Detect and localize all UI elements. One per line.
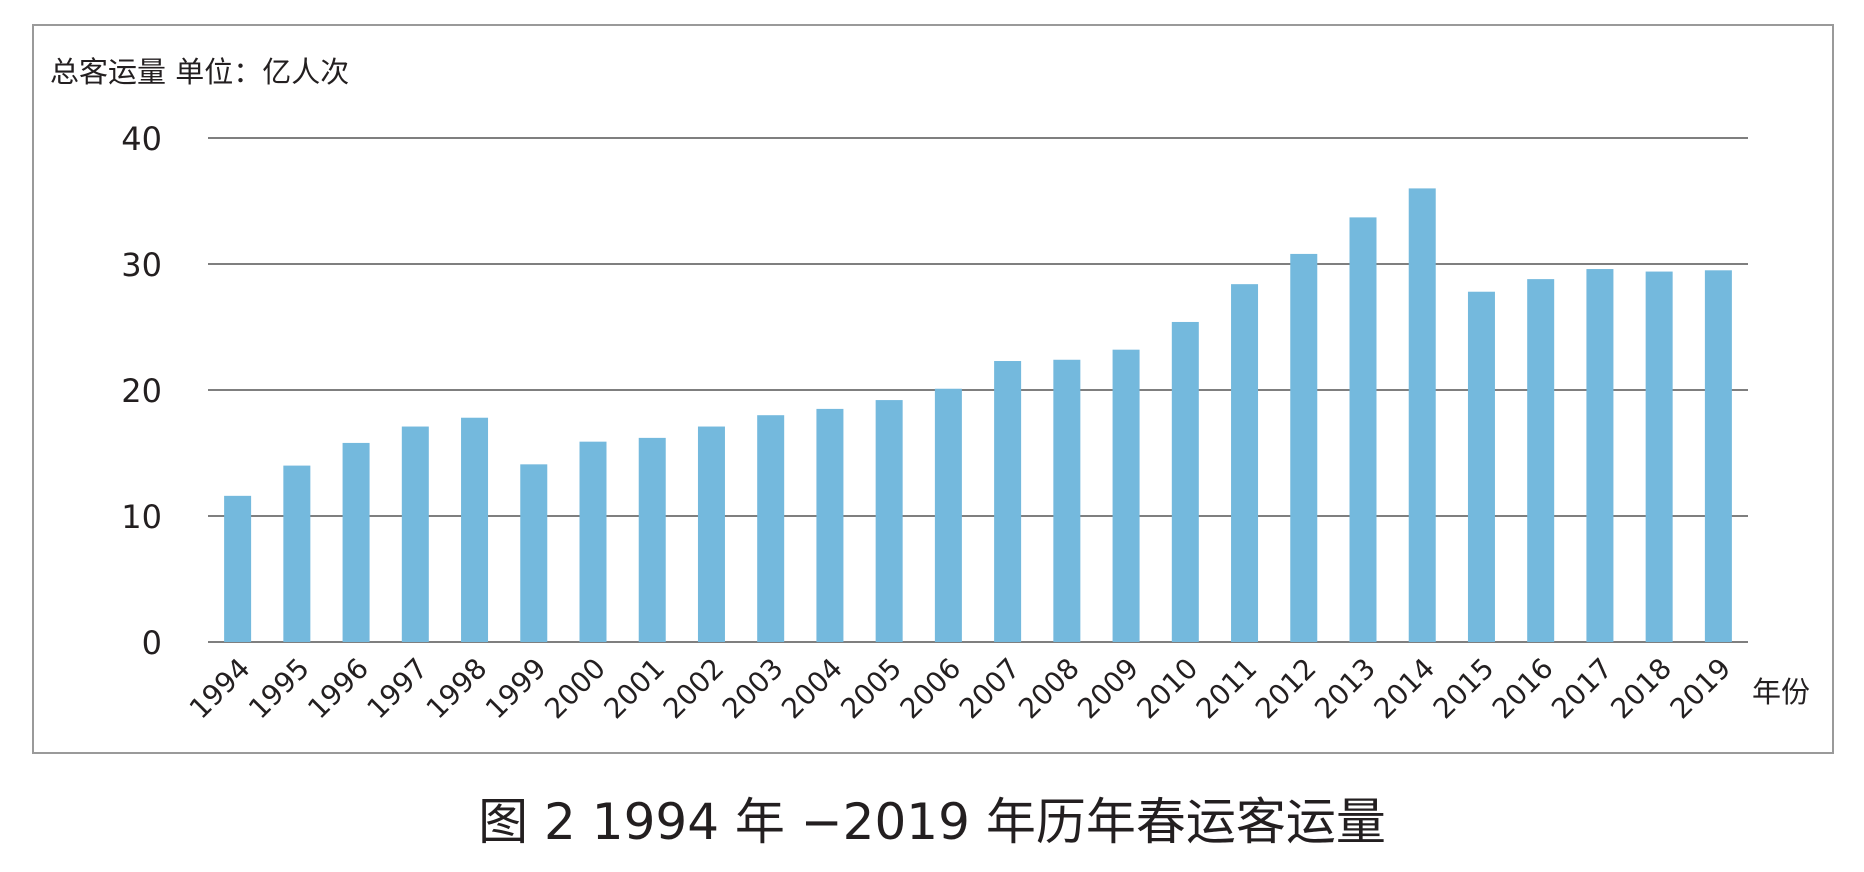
bar-2014 — [1408, 188, 1436, 642]
x-tick-label: 2019 — [1664, 652, 1738, 726]
bar-1998 — [461, 417, 489, 642]
figure-caption: 图 2 1994 年 −2019 年历年春运客运量 — [478, 793, 1386, 851]
chart-frame — [32, 24, 1834, 754]
x-tick-label: 2005 — [834, 652, 908, 726]
x-tick-label: 2014 — [1367, 652, 1441, 726]
gridlines — [208, 137, 1748, 643]
bar-2015 — [1467, 291, 1495, 642]
x-tick-label: 2015 — [1427, 652, 1501, 726]
y-tick-label: 0 — [142, 624, 162, 662]
y-tick-label: 20 — [121, 372, 162, 410]
bar-2012 — [1290, 253, 1318, 643]
x-tick-label: 2009 — [1071, 652, 1145, 726]
bar-2009 — [1112, 349, 1140, 642]
x-tick-labels: 1994199519961997199819992000200120022003… — [183, 652, 1737, 726]
bar-2003 — [757, 415, 785, 642]
x-axis-label: 年份 — [1752, 675, 1810, 709]
x-tick-label: 1995 — [242, 652, 316, 726]
bar-2007 — [994, 361, 1022, 642]
bar-2005 — [875, 400, 903, 642]
x-tick-label: 2006 — [894, 652, 968, 726]
bars — [224, 188, 1732, 643]
bar-2001 — [638, 437, 666, 642]
x-tick-label: 2017 — [1545, 652, 1619, 726]
bar-2006 — [934, 388, 962, 642]
bar-2018 — [1645, 271, 1673, 642]
x-tick-label: 2004 — [775, 652, 849, 726]
x-tick-label: 2002 — [657, 652, 731, 726]
bar-2004 — [816, 408, 844, 642]
bar-1994 — [224, 495, 252, 642]
y-tick-label: 40 — [121, 120, 162, 158]
bar-1995 — [283, 465, 311, 642]
x-tick-label: 1997 — [361, 652, 435, 726]
bar-1996 — [342, 442, 370, 642]
x-tick-label: 2000 — [538, 652, 612, 726]
bar-2000 — [579, 441, 607, 642]
x-tick-label: 2018 — [1604, 652, 1678, 726]
x-tick-label: 2010 — [1131, 652, 1205, 726]
bar-2010 — [1171, 321, 1199, 642]
y-tick-label: 30 — [121, 246, 162, 284]
x-tick-label: 1999 — [479, 652, 553, 726]
bar-1997 — [401, 426, 429, 642]
x-tick-label: 1998 — [420, 652, 494, 726]
x-tick-label: 1994 — [183, 652, 257, 726]
x-tick-label: 1996 — [301, 652, 375, 726]
y-tick-label: 10 — [121, 498, 162, 536]
x-tick-label: 2016 — [1486, 652, 1560, 726]
x-tick-label: 2012 — [1249, 652, 1323, 726]
bar-2002 — [697, 426, 725, 642]
x-tick-label: 2003 — [716, 652, 790, 726]
x-tick-label: 2001 — [597, 652, 671, 726]
bar-1999 — [520, 464, 548, 642]
bar-2008 — [1053, 359, 1081, 642]
x-tick-label: 2013 — [1308, 652, 1382, 726]
y-axis-label: 总客运量 单位：亿人次 — [50, 55, 349, 89]
bar-2017 — [1586, 269, 1614, 642]
bar-2011 — [1231, 284, 1259, 642]
bar-2019 — [1704, 270, 1732, 642]
x-tick-label: 2011 — [1190, 652, 1264, 726]
bar-2016 — [1527, 279, 1555, 642]
x-tick-label: 2008 — [1012, 652, 1086, 726]
y-tick-labels: 0 10 20 30 40 — [121, 120, 162, 662]
x-tick-label: 2007 — [953, 652, 1027, 726]
bar-2013 — [1349, 217, 1377, 642]
